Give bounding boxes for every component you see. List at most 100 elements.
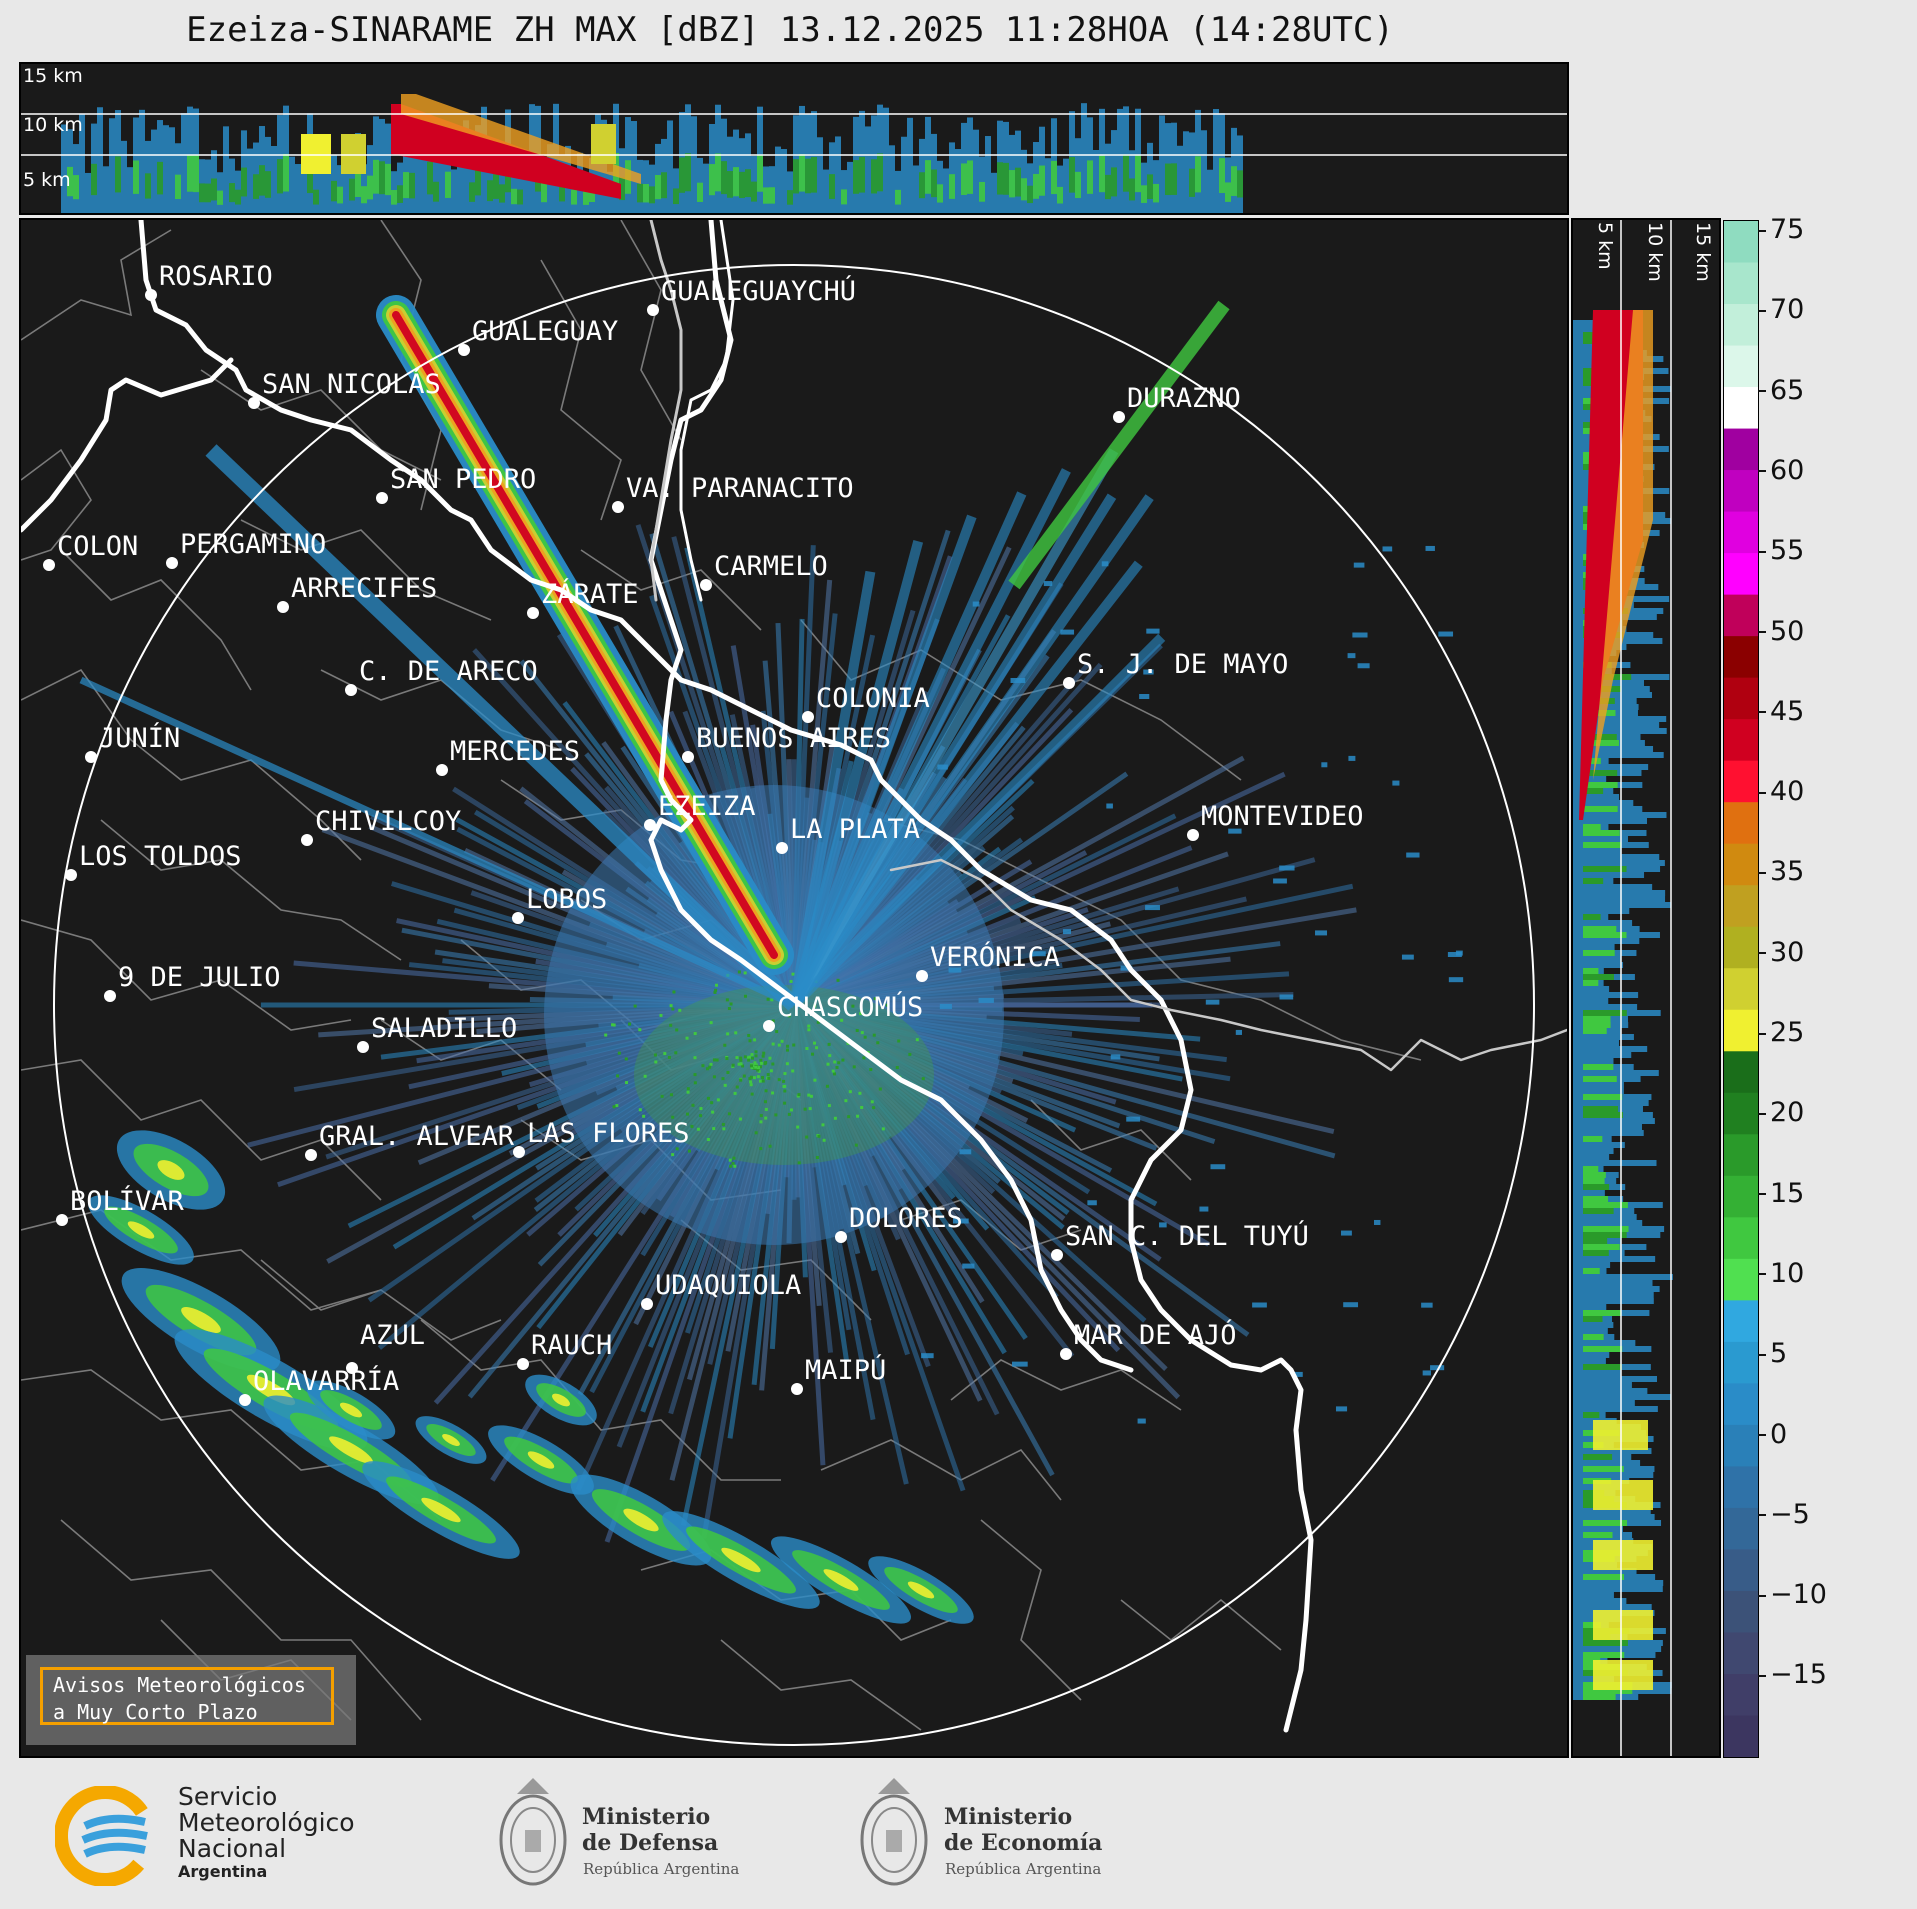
colorbar-tick: 65 xyxy=(1757,374,1805,406)
city-label: CHIVILCOY xyxy=(315,806,461,837)
city-c-de-areco: C. DE ARECO xyxy=(345,656,538,696)
top-label-5km: 5 km xyxy=(23,169,71,191)
colorbar-svg xyxy=(1724,221,1758,1758)
aviso-link[interactable]: Avisos Meteorológicos a Muy Corto Plazo xyxy=(40,1667,334,1725)
city-mar-de-ajó: MAR DE AJÓ xyxy=(1060,1319,1237,1360)
city-marker-icon xyxy=(458,344,470,356)
city-dolores: DOLORES xyxy=(835,1203,963,1243)
city-label: SALADILLO xyxy=(371,1013,517,1044)
city-los-toldos: LOS TOLDOS xyxy=(65,841,242,881)
city-marker-icon xyxy=(682,751,694,763)
city-marker-icon xyxy=(56,1214,68,1226)
city-colon: COLON xyxy=(43,531,138,571)
city-label: VERÓNICA xyxy=(930,941,1060,973)
chart-title: Ezeiza-SINARAME ZH MAX [dBZ] 13.12.2025 … xyxy=(186,10,1394,50)
city-label: OLAVARRÍA xyxy=(253,1365,399,1397)
city-chivilcoy: CHIVILCOY xyxy=(301,806,461,846)
city-label: EZEIZA xyxy=(658,791,756,822)
city-marker-icon xyxy=(305,1149,317,1161)
city-lobos: LOBOS xyxy=(512,884,607,924)
city-label: LA PLATA xyxy=(790,814,920,845)
city-gualeguay: GUALEGUAY xyxy=(458,316,618,356)
city-marker-icon xyxy=(612,501,624,513)
city-label: SAN NICOLÁS xyxy=(262,368,441,400)
right-label-5km: 5 km xyxy=(1594,222,1616,270)
city-label: SAN PEDRO xyxy=(390,464,536,495)
top-label-10km: 10 km xyxy=(23,114,83,136)
city-mercedes: MERCEDES xyxy=(436,736,580,776)
city-label: LOS TOLDOS xyxy=(79,841,242,872)
city-label: VA. PARANACITO xyxy=(626,473,854,504)
aviso-box[interactable]: Avisos Meteorológicos a Muy Corto Plazo xyxy=(26,1655,356,1745)
city-la-plata: LA PLATA xyxy=(776,814,920,854)
city-marker-icon xyxy=(802,711,814,723)
smn-line4: Argentina xyxy=(178,1862,268,1881)
city-marker-icon xyxy=(1060,1348,1072,1360)
colorbar-tick: 40 xyxy=(1757,776,1805,808)
city-rosario: ROSARIO xyxy=(145,261,273,301)
city-label: C. DE ARECO xyxy=(359,656,538,687)
city-marker-icon xyxy=(641,1298,653,1310)
colorbar-tick: −10 xyxy=(1758,1579,1827,1611)
city-gral-alvear: GRAL. ALVEAR xyxy=(305,1121,515,1161)
colorbar xyxy=(1723,220,1759,1758)
city-marker-icon xyxy=(776,842,788,854)
city-label: JUNÍN xyxy=(99,722,180,754)
colorbar-tick: 55 xyxy=(1757,535,1805,567)
city-label: GUALEGUAYCHÚ xyxy=(661,275,856,307)
right-label-15km: 15 km xyxy=(1692,222,1714,282)
colorbar-tick: 10 xyxy=(1757,1257,1805,1289)
economia-seal-icon xyxy=(860,1778,928,1886)
colorbar-tick: 15 xyxy=(1757,1177,1805,1209)
city-marker-icon xyxy=(436,764,448,776)
city-san-nicolás: SAN NICOLÁS xyxy=(248,368,441,409)
colorbar-tick: 25 xyxy=(1757,1017,1805,1048)
city-san-pedro: SAN PEDRO xyxy=(376,464,536,504)
city-azul: AZUL xyxy=(346,1320,425,1374)
smn-line1: Servicio xyxy=(178,1782,278,1811)
city-las-flores: LAS FLORES xyxy=(513,1118,690,1158)
city-marker-icon xyxy=(85,751,97,763)
city-marker-icon xyxy=(647,304,659,316)
city-marker-icon xyxy=(166,557,178,569)
colorbar-tick: 70 xyxy=(1757,294,1805,326)
city-label: DURAZNO xyxy=(1127,383,1241,414)
economia-sub: República Argentina xyxy=(945,1860,1102,1878)
city-marker-icon xyxy=(301,834,313,846)
economia-line1: Ministerio xyxy=(944,1804,1073,1830)
city-marker-icon xyxy=(65,869,77,881)
city-maipú: MAIPÚ xyxy=(791,1354,886,1395)
defensa-line1: Ministerio xyxy=(582,1804,711,1830)
city-junín: JUNÍN xyxy=(85,722,180,763)
colorbar-tick: 30 xyxy=(1757,936,1805,968)
city-marker-icon xyxy=(512,912,524,924)
city-label: S. J. DE MAYO xyxy=(1077,649,1288,680)
city-label: UDAQUIOLA xyxy=(655,1270,801,1301)
city-marker-icon xyxy=(145,289,157,301)
city-marker-icon xyxy=(104,990,116,1002)
city-montevideo: MONTEVIDEO xyxy=(1187,801,1364,841)
city-label: CHASCOMÚS xyxy=(777,991,923,1023)
city-marker-icon xyxy=(700,579,712,591)
radar-map-svg: ROSARIO GUALEGUAYCHÚ GUALEGUAY SAN NICOLÁS D… xyxy=(21,220,1567,1746)
city-marker-icon xyxy=(346,1362,358,1374)
coastline-rivers xyxy=(21,220,1567,1733)
city-chascomús: CHASCOMÚS xyxy=(763,991,923,1032)
city-label: MAIPÚ xyxy=(805,1354,886,1386)
city-buenos-aires: BUENOS AIRES xyxy=(682,723,891,763)
city-durazno: DURAZNO xyxy=(1113,383,1241,423)
city-label: BOLÍVAR xyxy=(70,1185,185,1217)
city-marker-icon xyxy=(763,1020,775,1032)
aviso-line1: Avisos Meteorológicos xyxy=(53,1673,306,1697)
city-label: COLONIA xyxy=(816,683,930,714)
city-marker-icon xyxy=(1113,411,1125,423)
city-label: AZUL xyxy=(360,1320,425,1351)
city-zárate: ZÁRATE xyxy=(527,578,639,619)
city-label: GUALEGUAY xyxy=(472,316,618,347)
top-cross-section-panel: 15 km 10 km 5 km xyxy=(19,62,1569,215)
colorbar-tick: −5 xyxy=(1758,1498,1810,1530)
city-gualeguaychú: GUALEGUAYCHÚ xyxy=(647,275,856,316)
city-label: 9 DE JULIO xyxy=(118,962,281,993)
economia-line2: de Economía xyxy=(944,1830,1103,1856)
city-label: COLON xyxy=(57,531,138,562)
